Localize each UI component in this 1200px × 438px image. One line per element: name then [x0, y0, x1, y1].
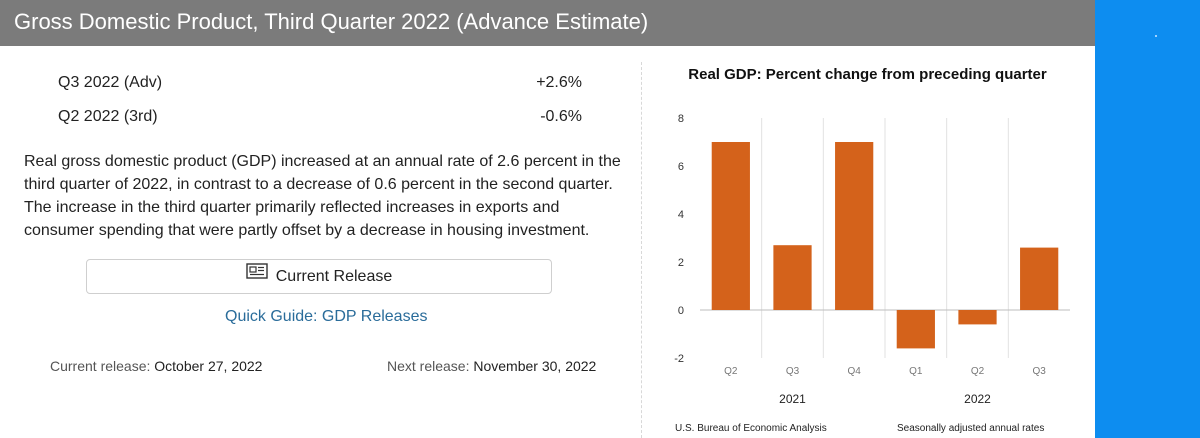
next-release-value: November 30, 2022 [473, 358, 597, 374]
bar [773, 245, 812, 310]
stat-row-q3: Q3 2022 (Adv) +2.6% [58, 74, 588, 96]
page-header: Gross Domestic Product, Third Quarter 20… [0, 0, 1095, 46]
current-release-button[interactable]: Current Release [86, 259, 552, 294]
current-release-date: Current release: October 27, 2022 [50, 358, 262, 374]
x-tick-label: Q1 [909, 366, 923, 377]
current-release-label: Current release: [50, 358, 151, 374]
group-label: 2021 [779, 392, 806, 406]
x-tick-label: Q3 [1032, 366, 1046, 377]
y-tick-label: 4 [678, 209, 684, 221]
y-tick-label: 8 [678, 113, 684, 125]
x-tick-label: Q2 [971, 366, 985, 377]
bar [896, 310, 935, 349]
chart-title: Real GDP: Percent change from preceding … [688, 66, 1047, 83]
bar [958, 310, 997, 325]
current-release-label: Current Release [275, 268, 393, 285]
chart-source: U.S. Bureau of Economic Analysis [675, 423, 827, 434]
gdp-description: Real gross domestic product (GDP) increa… [24, 153, 621, 239]
bar [711, 142, 750, 310]
y-tick-label: 0 [678, 305, 684, 317]
side-accent-panel [1095, 0, 1200, 438]
x-tick-label: Q4 [847, 366, 861, 377]
stat-label: Q2 2022 (3rd) [58, 108, 158, 125]
group-label: 2022 [964, 392, 991, 406]
stat-value: -0.6% [540, 108, 582, 125]
stat-row-q2: Q2 2022 (3rd) -0.6% [58, 108, 588, 130]
stat-value: +2.6% [536, 74, 582, 91]
bar [835, 142, 874, 310]
x-tick-label: Q2 [724, 366, 738, 377]
y-tick-label: 2 [678, 257, 684, 269]
x-tick-label: Q3 [786, 366, 800, 377]
bar [1020, 247, 1059, 310]
column-divider [641, 62, 642, 438]
quick-guide-link[interactable]: Quick Guide: GDP Releases [225, 308, 428, 325]
stat-label: Q3 2022 (Adv) [58, 74, 163, 91]
chart-note: Seasonally adjusted annual rates [897, 423, 1045, 434]
next-release-date: Next release: November 30, 2022 [387, 358, 596, 374]
newspaper-icon [246, 258, 268, 291]
gdp-bar-chart: 8 6 4 2 0 -2 Q2 Q3 Q4 Q1 Q2 Q3 2021 2022 [674, 113, 1070, 406]
page-title: Gross Domestic Product, Third Quarter 20… [14, 9, 649, 34]
side-panel-mark [1155, 35, 1157, 37]
y-tick-label: -2 [674, 353, 684, 365]
current-release-value: October 27, 2022 [154, 358, 263, 374]
next-release-label: Next release: [387, 358, 470, 374]
y-tick-label: 6 [678, 161, 684, 173]
